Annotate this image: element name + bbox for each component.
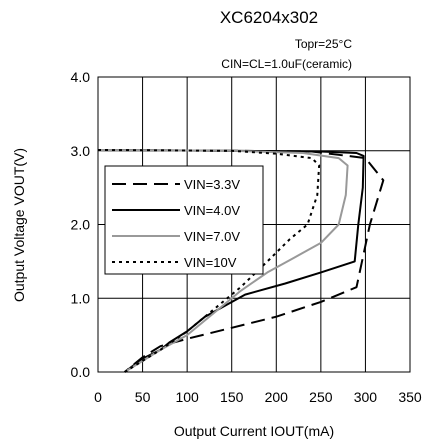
legend: VIN=3.3V VIN=4.0V VIN=7.0V VIN=10V bbox=[104, 165, 264, 275]
plot-frame bbox=[97, 76, 411, 373]
y-tick-label: 4.0 bbox=[71, 69, 91, 85]
legend-label: VIN=10V bbox=[184, 255, 237, 270]
legend-label: VIN=4.0V bbox=[184, 203, 240, 218]
x-tick-label: 350 bbox=[398, 389, 422, 405]
x-tick-label: 100 bbox=[175, 389, 199, 405]
x-tick-label: 200 bbox=[265, 389, 289, 405]
x-tick-label: 150 bbox=[220, 389, 244, 405]
tick-labels: 0 50 100 150 200 250 300 350 0.0 1.0 2.0 3.0 4.0 bbox=[71, 69, 422, 405]
x-tick-label: 250 bbox=[309, 389, 333, 405]
legend-label: VIN=3.3V bbox=[184, 177, 240, 192]
y-tick-label: 2.0 bbox=[71, 217, 91, 233]
legend-box bbox=[104, 165, 264, 275]
chart-title: XC6204x302 bbox=[220, 8, 318, 27]
y-tick-label: 1.0 bbox=[71, 290, 91, 306]
series-layer bbox=[97, 149, 385, 373]
annotation-temperature: Topr=25°C bbox=[295, 37, 352, 51]
y-tick-label: 3.0 bbox=[71, 143, 91, 159]
series-line-3 bbox=[97, 149, 349, 373]
legend-label: VIN=7.0V bbox=[184, 229, 240, 244]
y-tick-label: 0.0 bbox=[71, 364, 91, 380]
series-line-4 bbox=[97, 149, 321, 373]
y-axis-label: Output Voltage VOUT(V) bbox=[11, 148, 27, 302]
x-tick-label: 0 bbox=[94, 389, 102, 405]
annotation-capacitors: CIN=CL=1.0uF(ceramic) bbox=[221, 57, 352, 71]
x-tick-label: 50 bbox=[135, 389, 151, 405]
x-axis-label: Output Current IOUT(mA) bbox=[174, 423, 334, 439]
series-line-1 bbox=[97, 149, 385, 373]
x-tick-label: 300 bbox=[354, 389, 378, 405]
